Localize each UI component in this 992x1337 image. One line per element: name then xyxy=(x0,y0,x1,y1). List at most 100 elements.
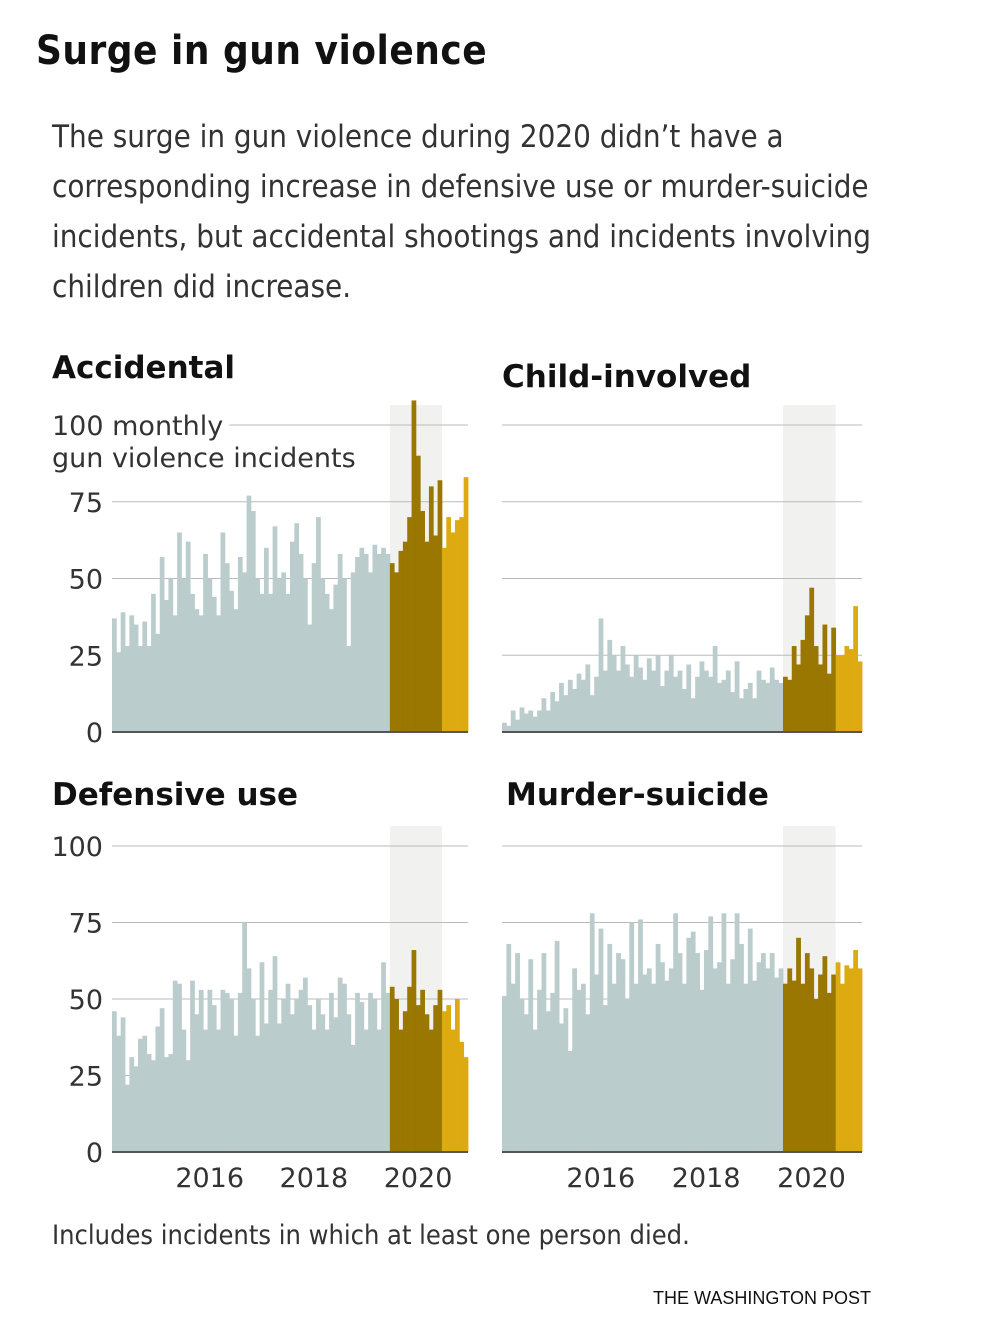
bar xyxy=(756,670,762,732)
bar xyxy=(572,968,578,1152)
bar xyxy=(350,1044,356,1152)
bar xyxy=(686,937,692,1152)
bar xyxy=(787,679,793,732)
bar xyxy=(424,541,430,732)
bar xyxy=(116,652,122,732)
bar xyxy=(537,989,542,1152)
bar xyxy=(342,983,347,1152)
bar xyxy=(290,541,295,732)
y-tick-label: 0 xyxy=(86,718,103,749)
bar xyxy=(177,532,182,732)
bar xyxy=(463,477,469,732)
bar xyxy=(598,928,604,1152)
bar xyxy=(133,624,139,732)
bar xyxy=(567,1051,573,1152)
bar xyxy=(607,639,613,732)
bar xyxy=(172,980,178,1152)
bar xyxy=(668,968,674,1152)
bar xyxy=(800,639,806,732)
bar xyxy=(844,965,850,1152)
bar xyxy=(576,989,582,1152)
bar xyxy=(646,968,652,1152)
bar xyxy=(655,655,661,732)
bar xyxy=(620,646,626,732)
bar xyxy=(459,1041,465,1152)
bar xyxy=(463,1057,469,1152)
bar xyxy=(307,1005,313,1152)
bar xyxy=(594,676,599,732)
bar xyxy=(389,986,395,1152)
bar xyxy=(255,1035,261,1152)
bar xyxy=(198,615,204,732)
bar xyxy=(276,1023,282,1152)
bar xyxy=(185,541,191,732)
bar xyxy=(394,999,399,1152)
bar xyxy=(840,983,845,1152)
bar xyxy=(237,992,243,1152)
bar xyxy=(446,1005,452,1152)
bar xyxy=(407,986,412,1152)
bar xyxy=(441,547,447,732)
credit: THE WASHINGTON POST xyxy=(653,1288,872,1308)
bar xyxy=(220,989,226,1152)
bar xyxy=(398,550,404,732)
bar xyxy=(203,1029,208,1152)
bar xyxy=(168,1054,174,1152)
bar xyxy=(782,983,788,1152)
bar xyxy=(207,578,213,732)
bar xyxy=(502,995,507,1152)
bar xyxy=(739,698,744,732)
bar xyxy=(376,553,382,732)
bar xyxy=(532,716,538,732)
bar xyxy=(844,646,850,732)
bar xyxy=(133,1066,139,1152)
bar xyxy=(164,1057,169,1152)
bar xyxy=(181,1029,187,1152)
bar xyxy=(743,983,749,1152)
bar xyxy=(433,535,439,732)
bar xyxy=(822,956,828,1152)
bar xyxy=(572,689,578,732)
bar xyxy=(437,989,443,1152)
bar xyxy=(394,572,399,732)
bar xyxy=(633,655,639,732)
bar xyxy=(420,989,425,1152)
bar xyxy=(787,968,793,1152)
bar xyxy=(826,992,832,1152)
bar xyxy=(216,1029,221,1152)
bar xyxy=(624,664,630,732)
bar xyxy=(415,1005,421,1152)
bar xyxy=(359,1002,365,1152)
bar xyxy=(703,950,709,1152)
bar xyxy=(229,590,234,732)
bar xyxy=(550,992,556,1152)
bar xyxy=(642,974,648,1152)
bar xyxy=(211,596,217,732)
bar xyxy=(796,937,801,1152)
bar xyxy=(125,646,130,732)
bar xyxy=(765,682,771,732)
bar xyxy=(848,649,854,732)
bar xyxy=(146,646,152,732)
bar xyxy=(761,679,766,732)
bar xyxy=(703,670,709,732)
bar xyxy=(664,670,670,732)
bar xyxy=(804,953,810,1152)
bar xyxy=(690,698,696,732)
bar xyxy=(629,922,635,1152)
note: Includes incidents in which at least one… xyxy=(52,1220,690,1251)
bar xyxy=(329,992,334,1152)
bar xyxy=(454,999,460,1152)
bar xyxy=(220,532,226,732)
bar xyxy=(229,999,234,1152)
bar xyxy=(848,968,854,1152)
bar xyxy=(146,1054,152,1152)
bar xyxy=(589,913,595,1152)
bar xyxy=(778,968,784,1152)
bar xyxy=(673,913,679,1152)
bar xyxy=(765,968,771,1152)
bar xyxy=(381,547,386,732)
bar xyxy=(372,999,378,1152)
bar xyxy=(129,1057,135,1152)
bar xyxy=(616,953,621,1152)
